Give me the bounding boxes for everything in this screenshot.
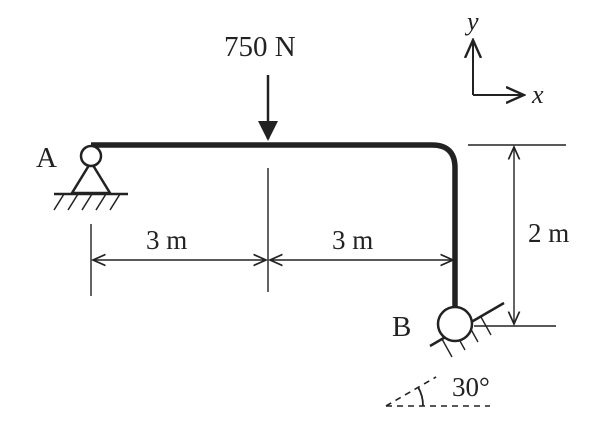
roller-support-b: 30° B — [385, 301, 505, 407]
pin-a — [79, 144, 103, 168]
incline-extension-line — [385, 376, 437, 407]
horizontal-dimensions: 3 m 3 m — [90, 168, 453, 296]
point-b-label: B — [392, 311, 411, 343]
angle-label: 30° — [452, 372, 490, 402]
load-label: 750 N — [224, 31, 296, 63]
right-span-label: 3 m — [332, 225, 373, 255]
roller-b — [436, 305, 474, 343]
angle-arc — [417, 386, 424, 407]
height-label: 2 m — [528, 218, 569, 248]
coordinate-axes: y x — [464, 7, 544, 109]
pin-support-a: A — [36, 142, 128, 211]
bent-beam — [91, 142, 458, 306]
vertical-dimension: 2 m — [468, 144, 569, 327]
ground-hatch-a — [53, 193, 121, 211]
left-span-label: 3 m — [146, 225, 187, 255]
point-a-label: A — [36, 142, 57, 174]
x-axis-label: x — [531, 80, 544, 109]
applied-load: 750 N — [224, 31, 296, 141]
y-axis-label: y — [464, 7, 479, 36]
